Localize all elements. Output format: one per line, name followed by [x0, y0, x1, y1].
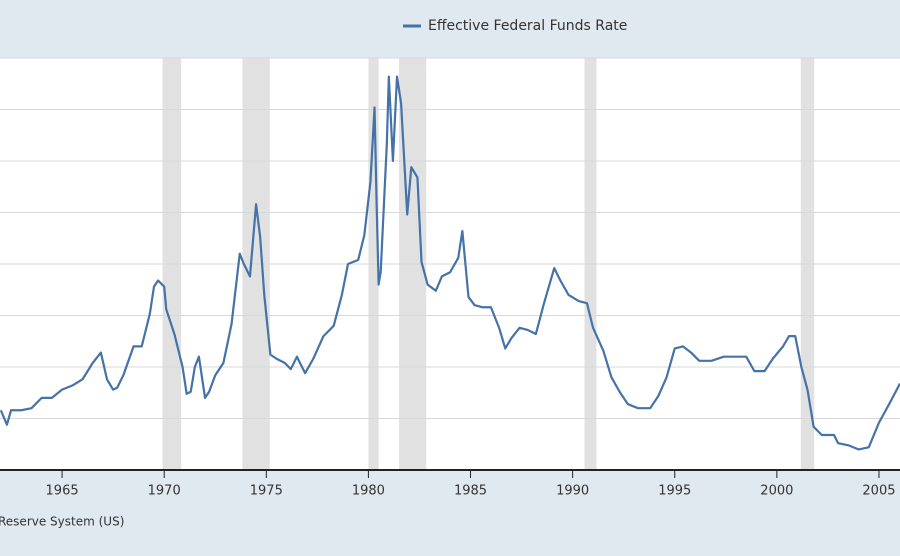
- x-tick-label: 2000: [760, 484, 793, 499]
- legend-label: Effective Federal Funds Rate: [428, 18, 627, 34]
- x-tick-label: 1965: [46, 484, 79, 499]
- source: Reserve System (US): [0, 515, 124, 529]
- plot: 1965 1970 1975 1980 1985 1990 1995 2000 2005: [0, 57, 900, 499]
- x-tick-label: 1975: [250, 484, 283, 499]
- x-tick-label: 1970: [148, 484, 181, 499]
- x-tick-label: 2005: [862, 484, 895, 499]
- x-tick-label: 1995: [658, 484, 691, 499]
- x-tick-label: 1990: [556, 484, 589, 499]
- x-tick-label: 1980: [352, 484, 385, 499]
- series-line: [0, 75, 900, 451]
- x-tick-label: 1985: [454, 484, 487, 499]
